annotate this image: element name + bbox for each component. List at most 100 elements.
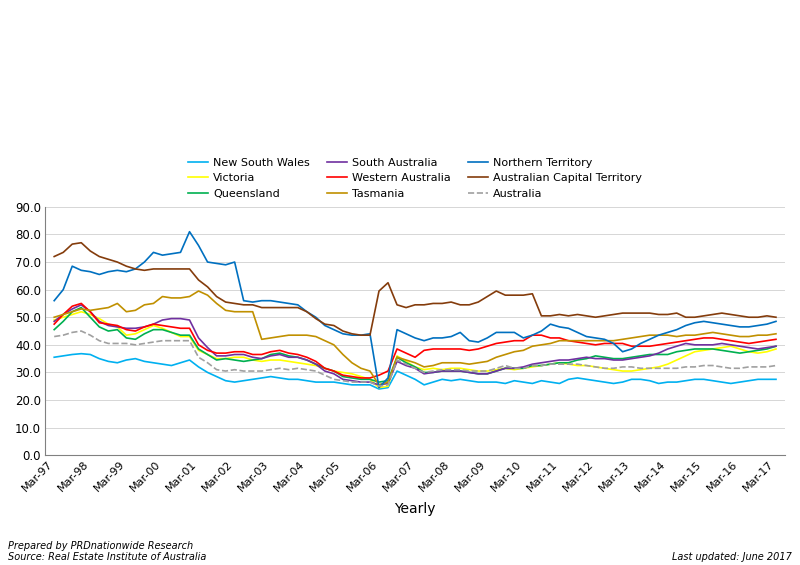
Tasmania [465,361,474,368]
South Australia [690,341,699,348]
Queensland [690,346,699,353]
Northern Territory [717,321,726,328]
Tasmania [194,288,203,294]
South Australia [374,381,384,388]
New South Wales [717,379,726,385]
Tasmania [518,347,528,354]
Australia [690,363,699,370]
Line: Northern Territory: Northern Territory [54,232,776,388]
Northern Territory [374,384,384,391]
Queensland [50,326,59,333]
Northern Territory [690,319,699,326]
Queensland [465,369,474,376]
Tasmania [50,314,59,320]
Northern Territory [50,297,59,304]
Australia [374,383,384,390]
X-axis label: Yearly: Yearly [394,502,436,516]
Victoria [50,316,59,323]
New South Wales [690,376,699,383]
Northern Territory [771,318,781,325]
New South Wales [771,376,781,383]
New South Wales [50,354,59,360]
Northern Territory [518,334,528,341]
Australia [50,333,59,340]
Australia [518,365,528,372]
Australian Capital Territory [654,311,663,318]
Line: Western Australia: Western Australia [54,303,776,378]
Line: South Australia: South Australia [54,305,776,385]
Australia [77,328,86,334]
New South Wales [518,379,528,385]
South Australia [465,369,474,376]
Australian Capital Territory [77,240,86,246]
South Australia [77,302,86,308]
Victoria [374,384,384,391]
South Australia [518,363,528,370]
Text: Last updated: June 2017: Last updated: June 2017 [672,552,792,562]
Queensland [717,347,726,354]
Victoria [690,349,699,355]
Tasmania [690,332,699,338]
Australian Capital Territory [690,314,699,320]
New South Wales [77,350,86,357]
Line: New South Wales: New South Wales [54,354,776,389]
Tasmania [771,331,781,337]
Victoria [465,366,474,373]
Tasmania [600,337,610,344]
Queensland [518,365,528,372]
Line: Tasmania: Tasmania [54,291,776,385]
Victoria [518,365,528,372]
Australian Capital Territory [600,312,610,319]
Northern Territory [185,228,194,235]
Northern Territory [465,337,474,344]
Queensland [771,343,781,350]
Australian Capital Territory [50,253,59,260]
Queensland [654,351,663,358]
Australian Capital Territory [465,302,474,308]
Tasmania [654,332,663,338]
Victoria [717,344,726,351]
Text: Prepared by PRDnationwide Research
Source: Real Estate Institute of Australia: Prepared by PRDnationwide Research Sourc… [8,541,206,562]
Western Australia [717,336,726,343]
New South Wales [654,380,663,387]
Australia [465,368,474,375]
Victoria [654,363,663,370]
New South Wales [465,377,474,384]
South Australia [654,350,663,357]
Western Australia [356,375,366,381]
Victoria [771,346,781,353]
Australia [600,365,610,372]
Line: Victoria: Victoria [54,312,776,388]
South Australia [717,340,726,347]
Queensland [600,354,610,360]
Western Australia [600,340,610,347]
Line: Queensland: Queensland [54,307,776,382]
Australian Capital Territory [771,314,781,320]
New South Wales [374,385,384,392]
Western Australia [50,321,59,328]
South Australia [771,343,781,350]
Western Australia [654,341,663,348]
South Australia [600,355,610,362]
Queensland [374,379,384,385]
Australia [771,362,781,369]
Australian Capital Territory [356,332,366,338]
Legend: New South Wales, Victoria, Queensland, South Australia, Western Australia, Tasma: New South Wales, Victoria, Queensland, S… [188,158,642,199]
Line: Australia: Australia [54,331,776,386]
Western Australia [77,300,86,307]
Victoria [600,365,610,372]
Australia [717,363,726,370]
South Australia [50,318,59,325]
Line: Australian Capital Territory: Australian Capital Territory [54,243,776,335]
Tasmania [374,381,384,388]
Northern Territory [600,336,610,343]
Tasmania [717,331,726,337]
Victoria [77,308,86,315]
Australian Capital Territory [717,310,726,316]
Queensland [77,304,86,311]
Western Australia [518,337,528,344]
Australia [654,365,663,372]
Western Australia [465,347,474,354]
Northern Territory [654,332,663,338]
Western Australia [771,336,781,343]
